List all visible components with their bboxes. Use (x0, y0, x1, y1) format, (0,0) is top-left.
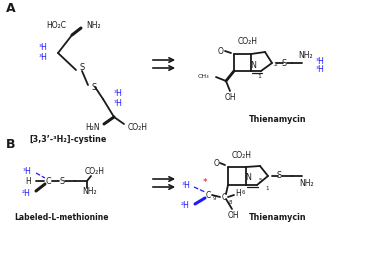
Text: C: C (205, 190, 211, 199)
Text: 5: 5 (258, 178, 262, 183)
Text: CO₂H: CO₂H (232, 151, 252, 160)
Text: Labeled-L-methionine: Labeled-L-methionine (15, 213, 109, 222)
Text: B: B (6, 139, 16, 151)
Text: 2: 2 (274, 62, 278, 68)
Text: ²H: ²H (22, 189, 31, 198)
Text: N: N (250, 61, 256, 69)
Text: ³H: ³H (38, 44, 47, 53)
Text: N: N (245, 174, 251, 183)
Text: 9: 9 (212, 197, 216, 202)
Text: CH₃: CH₃ (198, 74, 209, 80)
Text: CO₂H: CO₂H (238, 37, 258, 45)
Text: NH₂: NH₂ (83, 187, 97, 197)
Text: S: S (92, 83, 97, 92)
Text: 8: 8 (228, 199, 232, 205)
Text: CO₂H: CO₂H (85, 167, 105, 176)
Text: S: S (80, 64, 85, 73)
Text: *: * (203, 179, 207, 187)
Text: Thienamycin: Thienamycin (249, 213, 307, 222)
Text: NH₂: NH₂ (86, 22, 101, 30)
Text: A: A (6, 2, 16, 15)
Text: OH: OH (227, 210, 239, 219)
Text: O: O (214, 159, 220, 168)
Text: Thienamycin: Thienamycin (249, 115, 307, 124)
Text: S: S (281, 58, 287, 68)
Text: ²H: ²H (181, 201, 190, 210)
Text: H: H (25, 176, 31, 186)
Text: ³H: ³H (114, 89, 123, 99)
Text: C: C (221, 193, 227, 202)
Text: NH₂: NH₂ (300, 179, 314, 189)
Text: ³H: ³H (181, 180, 190, 190)
Text: OH: OH (224, 92, 236, 101)
Text: ³H: ³H (316, 57, 325, 65)
Text: HO₂C: HO₂C (46, 22, 66, 30)
Text: ³H: ³H (22, 167, 31, 175)
Text: S: S (276, 171, 281, 180)
Text: H₂N: H₂N (85, 123, 100, 132)
Text: ³H: ³H (316, 65, 325, 73)
Text: S: S (60, 176, 65, 186)
Text: C: C (45, 176, 51, 186)
Text: O: O (218, 48, 224, 57)
Text: ³H: ³H (38, 53, 47, 62)
Text: 6: 6 (241, 190, 245, 194)
Text: NH₂: NH₂ (299, 50, 313, 60)
Text: ³H: ³H (114, 100, 123, 108)
Text: 1: 1 (257, 74, 261, 80)
Text: 1: 1 (265, 187, 269, 191)
Text: H: H (235, 189, 241, 198)
Text: CO₂H: CO₂H (128, 123, 148, 132)
Text: [3,3’-³H₂]-cystine: [3,3’-³H₂]-cystine (29, 135, 107, 143)
